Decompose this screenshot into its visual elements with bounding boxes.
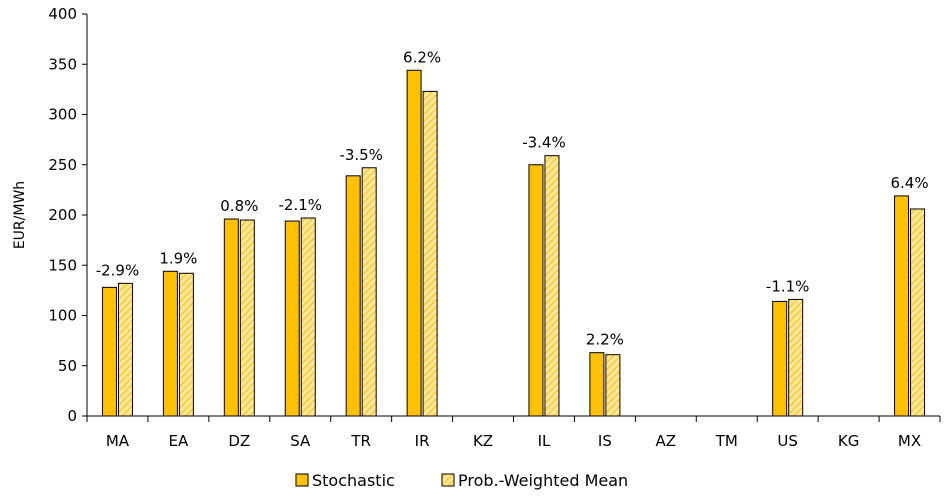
bar-stochastic xyxy=(772,300,788,417)
bar-prob-weighted-mean xyxy=(300,217,316,417)
y-tick-label: 200 xyxy=(48,206,77,224)
x-tick-label: IS xyxy=(598,432,612,450)
x-tick-label: KZ xyxy=(473,432,493,450)
bar-prob-weighted-mean xyxy=(910,208,926,417)
legend-label-prob-weighted-mean: Prob.-Weighted Mean xyxy=(458,471,628,490)
bar-prob-weighted-mean xyxy=(605,354,621,417)
y-tick-label: 0 xyxy=(67,407,77,425)
bar-prob-weighted-mean xyxy=(117,282,133,417)
bar-stochastic xyxy=(284,220,300,417)
bar-prob-weighted-mean xyxy=(361,167,377,417)
data-labels: -2.9% 1.9% 0.8% -2.1% -3.5% 6.2% -3.4% 2.2% -1.1… xyxy=(96,48,929,348)
bar-stochastic xyxy=(223,218,239,417)
y-tick-label: 350 xyxy=(48,55,77,73)
data-label: 6.2% xyxy=(403,48,441,66)
bar-stochastic xyxy=(894,195,910,417)
bar-prob-weighted-mean xyxy=(544,155,560,417)
y-tick-label: 300 xyxy=(48,106,77,124)
data-label: 6.4% xyxy=(890,174,928,192)
x-tick-label: AZ xyxy=(656,432,677,450)
x-tick-label: DZ xyxy=(228,432,250,450)
bar-stochastic xyxy=(406,69,422,417)
x-tick-label: MA xyxy=(106,432,130,450)
y-tick-label: 50 xyxy=(58,357,77,375)
x-tick-label: EA xyxy=(169,432,189,450)
bar-stochastic xyxy=(345,175,361,417)
legend-swatch-stochastic xyxy=(295,473,309,487)
x-tick-label: IL xyxy=(538,432,551,450)
x-tick-label: KG xyxy=(838,432,859,450)
bar-stochastic xyxy=(528,164,544,417)
data-label: 2.2% xyxy=(586,331,624,349)
data-label: -2.1% xyxy=(278,196,322,214)
data-label: -3.5% xyxy=(339,146,383,164)
bar-stochastic xyxy=(589,352,605,417)
data-label: 1.9% xyxy=(159,249,197,267)
y-tick-label: 250 xyxy=(48,156,77,174)
x-tick-label: TR xyxy=(350,432,371,450)
data-label: -2.9% xyxy=(96,261,140,279)
y-tick-label: 150 xyxy=(48,256,77,274)
bars xyxy=(101,69,926,417)
bar-stochastic xyxy=(162,270,178,417)
data-label: -3.4% xyxy=(522,134,566,152)
x-tick-label: TM xyxy=(715,432,738,450)
bar-prob-weighted-mean xyxy=(239,219,255,417)
bar-prob-weighted-mean xyxy=(178,272,194,417)
bar-prob-weighted-mean xyxy=(788,298,804,417)
y-axis-title: EUR/MWh xyxy=(12,181,28,249)
data-label: -1.1% xyxy=(766,277,810,295)
legend: Stochastic Prob.-Weighted Mean xyxy=(295,471,628,490)
x-tick-label: US xyxy=(777,432,798,450)
legend-label-stochastic: Stochastic xyxy=(312,471,395,490)
y-tick-label: 100 xyxy=(48,307,77,325)
bar-prob-weighted-mean xyxy=(422,90,438,417)
bar-stochastic xyxy=(101,286,117,417)
axes: 0 50 100 150 200 250 300 350 400 MA EA DZ SA TR IR KZ IL… xyxy=(12,5,941,450)
x-tick-label: SA xyxy=(290,432,311,450)
data-label: 0.8% xyxy=(220,197,258,215)
y-tick-label: 400 xyxy=(48,5,77,23)
x-tick-label: MX xyxy=(898,432,921,450)
legend-swatch-prob-weighted-mean xyxy=(441,473,455,487)
x-tick-label: IR xyxy=(415,432,430,450)
